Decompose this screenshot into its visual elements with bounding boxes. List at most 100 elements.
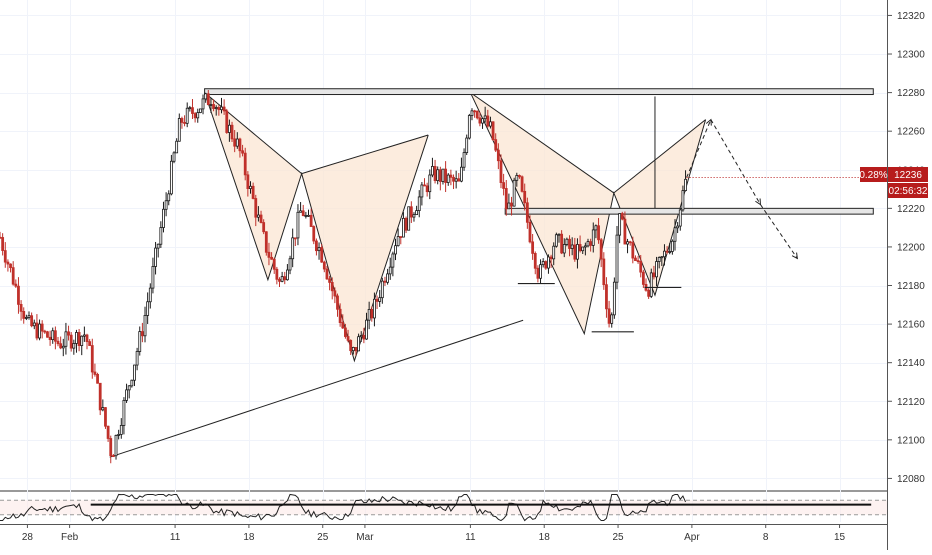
candle[interactable] xyxy=(665,250,669,253)
candle[interactable] xyxy=(235,138,239,147)
candle[interactable] xyxy=(301,210,305,217)
candle[interactable] xyxy=(283,276,287,281)
candle[interactable] xyxy=(320,247,324,263)
candle[interactable] xyxy=(217,107,221,111)
price-axis[interactable]: 1232012300122801226012240122201220012180… xyxy=(888,11,925,485)
annotations[interactable] xyxy=(517,96,887,333)
candle[interactable] xyxy=(560,233,564,254)
candle[interactable] xyxy=(618,213,622,236)
candle[interactable] xyxy=(351,347,355,352)
candle[interactable] xyxy=(591,229,595,246)
candle[interactable] xyxy=(143,315,147,337)
candle[interactable] xyxy=(417,196,421,211)
candle[interactable] xyxy=(296,211,300,239)
candle[interactable] xyxy=(386,273,390,283)
candle[interactable] xyxy=(198,108,202,113)
candle[interactable] xyxy=(206,93,210,106)
candle[interactable] xyxy=(373,298,376,319)
candle[interactable] xyxy=(504,188,508,210)
candle[interactable] xyxy=(607,308,611,324)
candle[interactable] xyxy=(264,231,268,253)
candle[interactable] xyxy=(639,261,643,273)
candle[interactable] xyxy=(85,334,89,343)
candle[interactable] xyxy=(412,214,416,218)
candle[interactable] xyxy=(615,234,619,283)
candle[interactable] xyxy=(565,238,569,245)
candle[interactable] xyxy=(175,140,179,154)
candle[interactable] xyxy=(641,271,645,285)
candle[interactable] xyxy=(172,152,176,162)
candle[interactable] xyxy=(125,389,128,401)
candle[interactable] xyxy=(204,93,208,100)
projection-path[interactable] xyxy=(760,204,798,259)
candle[interactable] xyxy=(597,225,600,241)
candle[interactable] xyxy=(96,374,99,384)
candle[interactable] xyxy=(528,221,532,243)
candle[interactable] xyxy=(119,425,123,435)
candle[interactable] xyxy=(378,297,382,302)
candle[interactable] xyxy=(75,332,78,344)
candle[interactable] xyxy=(589,241,593,246)
candle[interactable] xyxy=(388,266,392,275)
candle[interactable] xyxy=(515,175,519,181)
candle[interactable] xyxy=(409,206,413,218)
candle[interactable] xyxy=(270,256,273,260)
candle[interactable] xyxy=(357,336,360,352)
candle[interactable] xyxy=(552,245,556,260)
candle[interactable] xyxy=(59,343,63,349)
candle[interactable] xyxy=(510,202,513,207)
candle[interactable] xyxy=(286,269,289,281)
candle[interactable] xyxy=(602,258,606,286)
candle[interactable] xyxy=(623,218,627,245)
candle[interactable] xyxy=(127,385,131,391)
candle[interactable] xyxy=(151,266,155,289)
candle[interactable] xyxy=(53,330,57,342)
candle[interactable] xyxy=(365,319,368,340)
candle[interactable] xyxy=(620,213,624,220)
candle[interactable] xyxy=(425,185,429,193)
candle[interactable] xyxy=(523,190,527,204)
candle[interactable] xyxy=(512,179,516,207)
time-axis[interactable]: 28 Feb 11 18 25 Mar 11 18 25 Apr 8 15 xyxy=(22,524,846,543)
main-plot-area[interactable] xyxy=(0,0,888,550)
candle[interactable] xyxy=(11,267,15,285)
candle[interactable] xyxy=(362,335,366,340)
candle[interactable] xyxy=(539,264,542,279)
candle[interactable] xyxy=(452,176,455,182)
candle[interactable] xyxy=(520,176,524,192)
candle[interactable] xyxy=(583,245,587,248)
candle[interactable] xyxy=(444,168,448,183)
candle[interactable] xyxy=(64,331,68,347)
candle[interactable] xyxy=(375,298,379,302)
candle[interactable] xyxy=(433,166,437,181)
candle[interactable] xyxy=(344,327,347,337)
candle[interactable] xyxy=(494,139,498,151)
candle[interactable] xyxy=(312,226,316,242)
candle[interactable] xyxy=(9,263,12,269)
candle[interactable] xyxy=(82,334,86,337)
candle[interactable] xyxy=(193,113,197,119)
candle[interactable] xyxy=(483,115,487,120)
candle[interactable] xyxy=(404,217,408,231)
candle[interactable] xyxy=(359,335,363,338)
candle[interactable] xyxy=(214,107,218,109)
harmonic-xb-leg[interactable] xyxy=(470,92,615,194)
candle[interactable] xyxy=(130,379,134,387)
harmonic-xb-leg[interactable] xyxy=(204,92,302,175)
plot-background[interactable] xyxy=(0,0,887,490)
candle[interactable] xyxy=(449,174,453,178)
candle[interactable] xyxy=(684,178,687,191)
candle[interactable] xyxy=(647,289,651,297)
candle[interactable] xyxy=(77,332,81,346)
candle[interactable] xyxy=(491,121,495,141)
candle[interactable] xyxy=(14,283,18,287)
candle[interactable] xyxy=(93,371,97,375)
candle[interactable] xyxy=(51,330,55,341)
candle[interactable] xyxy=(370,309,374,319)
candle[interactable] xyxy=(446,174,450,183)
candle[interactable] xyxy=(489,121,492,127)
candle[interactable] xyxy=(594,225,598,231)
candle[interactable] xyxy=(146,301,150,316)
candle[interactable] xyxy=(249,185,252,189)
candle[interactable] xyxy=(380,280,384,299)
